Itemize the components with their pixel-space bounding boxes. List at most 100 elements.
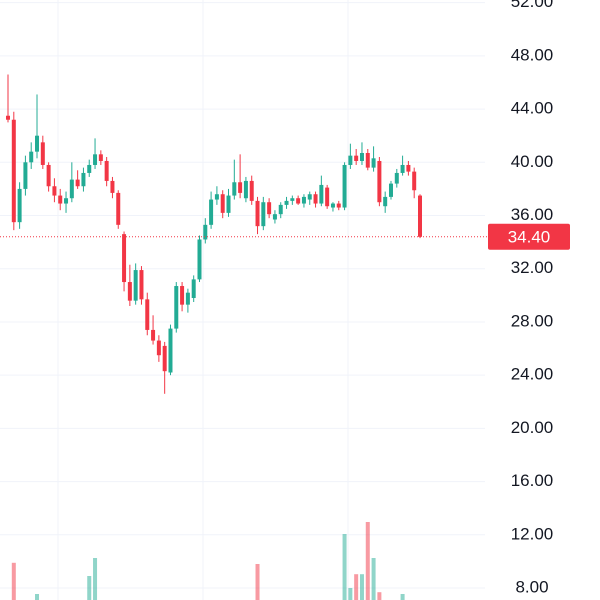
candle-body [330,203,335,208]
candle-body [46,164,51,187]
candle-body [87,164,92,173]
candle-body [29,151,34,163]
candle-body [255,200,260,227]
candle-body [209,199,214,225]
volume-bar [354,574,359,600]
y-tick-label: 8.00 [515,578,548,597]
candle-body [191,279,196,299]
candle-body [406,164,411,172]
candle-body [168,328,173,373]
candle-body [388,183,393,197]
candle-body [81,172,86,187]
volume-bar [377,592,382,600]
candle-body [284,200,289,205]
y-tick-label: 48.00 [511,45,554,64]
volume-bar [400,594,405,600]
candle-body [185,292,190,305]
y-tick-label: 16.00 [511,471,554,490]
candle-body [371,158,376,168]
candle-body [75,179,80,187]
candle-body [220,194,225,213]
candle-body [145,299,150,330]
candle-body [122,234,127,283]
candle-body [133,270,138,301]
candle-body [296,198,301,204]
candle-body [40,142,45,165]
y-tick-label: 32.00 [511,258,554,277]
candle-body [301,196,306,204]
candle-body [383,196,388,207]
candle-body [365,152,370,168]
candle-body [394,172,399,184]
candle-body [238,182,243,193]
candle-body [11,119,16,223]
candle-body [336,203,341,208]
candle-body [313,194,318,204]
candle-body [267,202,272,215]
candle-body [151,329,156,341]
candle-body [377,160,382,203]
y-tick-label: 28.00 [511,311,554,330]
candle-body [400,164,405,173]
volume-bar [255,564,260,600]
last-price-label: 34.40 [508,227,551,246]
candle-body [104,160,109,181]
candle-body [203,224,208,240]
volume-bar [35,594,40,600]
last-price-badge [488,223,570,250]
y-tick-label: 36.00 [511,205,554,224]
y-tick-label: 20.00 [511,418,554,437]
candle-body [180,286,185,305]
candle-body [307,194,312,200]
vertical-grid [57,0,349,600]
volume-bar [365,522,370,600]
candle-body [116,192,121,225]
candle-body [319,184,324,204]
candle-body [174,286,179,329]
candle-body [226,195,231,213]
volume-bar [11,562,16,600]
candle-body [290,198,295,201]
volume-bar [359,574,364,600]
candle-body [35,135,40,152]
candle-body [64,198,69,204]
candle-body [156,340,161,356]
candle-body [6,115,10,120]
candle-body [418,195,422,237]
y-tick-label: 44.00 [511,99,554,118]
candle-body [58,195,63,204]
candle-body [197,239,202,280]
candle-body [278,204,283,215]
candle-body [93,154,98,165]
candle-body [354,155,359,161]
candle-body [359,152,364,161]
candle-body [412,171,417,191]
volume-bar [342,534,347,600]
candle-body [69,179,74,199]
y-tick-label: 40.00 [511,152,554,171]
candle-body [110,180,115,193]
candle-body [342,164,347,208]
candle-body [127,282,132,301]
candle-body [243,180,248,199]
candle-body [272,214,277,220]
candle-body [214,194,219,200]
candle-body [325,187,330,207]
volume-bar [348,588,353,600]
candle-body [249,180,254,201]
candle-body [17,188,22,223]
candle-body [52,186,57,196]
y-tick-label: 12.00 [511,524,554,543]
candle-body [98,154,103,161]
candle-body [139,270,144,300]
candle-body [348,155,353,165]
volume-bar [93,558,98,600]
candle-body [232,182,237,196]
volume-bar [87,576,92,600]
y-tick-label: 52.00 [511,0,554,11]
candle-body [261,202,266,227]
candle-body [23,162,28,189]
volume-bar [371,558,376,600]
candle-body [162,345,167,372]
